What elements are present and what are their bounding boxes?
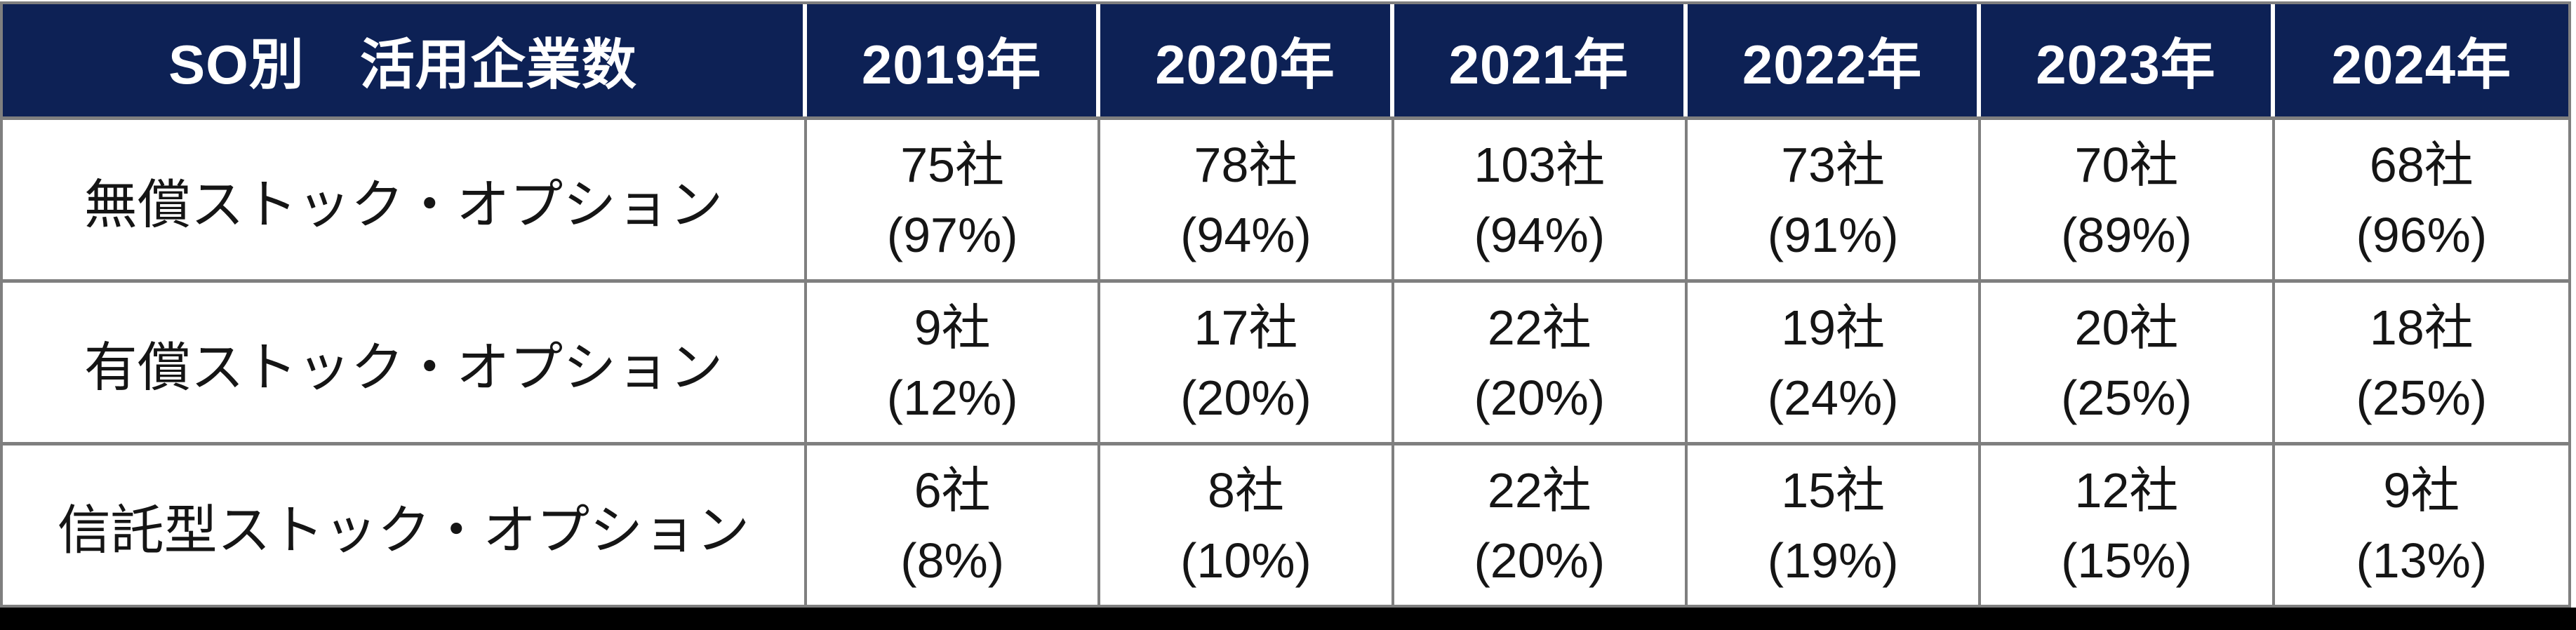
percentage: (19%) xyxy=(1767,532,1899,588)
year-header-label: 2024年 xyxy=(2331,34,2512,95)
company-count: 70社 xyxy=(2074,137,2179,192)
percentage: (97%) xyxy=(886,207,1018,262)
percentage: (94%) xyxy=(1474,207,1606,262)
data-cell: 12社 (15%) xyxy=(1981,442,2275,605)
company-count: 22社 xyxy=(1487,462,1591,518)
year-header-2019: 2019年 xyxy=(807,4,1101,116)
row-label: 無償ストック・オプション xyxy=(84,175,723,235)
data-cell: 75社 (97%) xyxy=(807,116,1101,279)
company-count: 103社 xyxy=(1474,137,1606,192)
percentage: (25%) xyxy=(2356,370,2488,425)
data-cell: 70社 (89%) xyxy=(1981,116,2275,279)
company-count: 75社 xyxy=(900,137,1005,192)
data-cell: 78社 (94%) xyxy=(1100,116,1394,279)
data-cell: 17社 (20%) xyxy=(1100,279,1394,442)
company-count: 12社 xyxy=(2074,462,2179,518)
table-title: SO別 活用企業数 xyxy=(168,34,637,95)
year-header-label: 2021年 xyxy=(1448,34,1629,95)
data-cell: 6社 (8%) xyxy=(807,442,1101,605)
company-count: 18社 xyxy=(2369,300,2474,355)
data-cell: 22社 (20%) xyxy=(1394,279,1688,442)
year-header-label: 2023年 xyxy=(2036,34,2216,95)
company-count: 20社 xyxy=(2074,300,2179,355)
data-cell: 19社 (24%) xyxy=(1688,279,1982,442)
row-label: 信託型ストック・オプション xyxy=(57,500,750,561)
percentage: (24%) xyxy=(1767,370,1899,425)
data-cell: 73社 (91%) xyxy=(1688,116,1982,279)
data-cell: 8社 (10%) xyxy=(1100,442,1394,605)
data-cell: 9社 (13%) xyxy=(2274,442,2568,605)
year-header-2024: 2024年 xyxy=(2274,4,2568,116)
percentage: (96%) xyxy=(2356,207,2488,262)
table-title-cell: SO別 活用企業数 xyxy=(3,4,807,116)
data-cell: 68社 (96%) xyxy=(2274,116,2568,279)
company-count: 19社 xyxy=(1781,300,1886,355)
company-count: 22社 xyxy=(1487,300,1591,355)
company-count: 9社 xyxy=(914,300,991,355)
row-label-free-so: 無償ストック・オプション xyxy=(3,116,807,279)
so-usage-table: SO別 活用企業数 2019年 2020年 2021年 2022年 2023年 … xyxy=(0,1,2571,608)
percentage: (13%) xyxy=(2356,532,2488,588)
company-count: 9社 xyxy=(2383,462,2460,518)
percentage: (20%) xyxy=(1474,532,1606,588)
company-count: 8社 xyxy=(1208,462,1284,518)
year-header-2020: 2020年 xyxy=(1100,4,1394,116)
row-label: 有償ストック・オプション xyxy=(84,337,723,398)
row-label-paid-so: 有償ストック・オプション xyxy=(3,279,807,442)
data-cell: 18社 (25%) xyxy=(2274,279,2568,442)
percentage: (20%) xyxy=(1474,370,1606,425)
company-count: 68社 xyxy=(2369,137,2474,192)
data-cell: 15社 (19%) xyxy=(1688,442,1982,605)
bottom-black-bar xyxy=(0,608,2576,630)
company-count: 78社 xyxy=(1194,137,1298,192)
data-cell: 22社 (20%) xyxy=(1394,442,1688,605)
percentage: (12%) xyxy=(886,370,1018,425)
company-count: 6社 xyxy=(914,462,991,518)
percentage: (94%) xyxy=(1180,207,1312,262)
percentage: (89%) xyxy=(2061,207,2192,262)
data-cell: 103社 (94%) xyxy=(1394,116,1688,279)
data-cell: 9社 (12%) xyxy=(807,279,1101,442)
percentage: (25%) xyxy=(2061,370,2192,425)
year-header-2023: 2023年 xyxy=(1981,4,2275,116)
percentage: (8%) xyxy=(900,532,1005,588)
year-header-label: 2019年 xyxy=(861,34,1042,95)
data-cell: 20社 (25%) xyxy=(1981,279,2275,442)
percentage: (10%) xyxy=(1180,532,1312,588)
year-header-2021: 2021年 xyxy=(1394,4,1688,116)
year-header-label: 2022年 xyxy=(1742,34,1923,95)
company-count: 17社 xyxy=(1194,300,1298,355)
company-count: 15社 xyxy=(1781,462,1886,518)
percentage: (91%) xyxy=(1767,207,1899,262)
percentage: (20%) xyxy=(1180,370,1312,425)
year-header-label: 2020年 xyxy=(1155,34,1335,95)
company-count: 73社 xyxy=(1781,137,1886,192)
year-header-2022: 2022年 xyxy=(1688,4,1982,116)
row-label-trust-so: 信託型ストック・オプション xyxy=(3,442,807,605)
percentage: (15%) xyxy=(2061,532,2192,588)
